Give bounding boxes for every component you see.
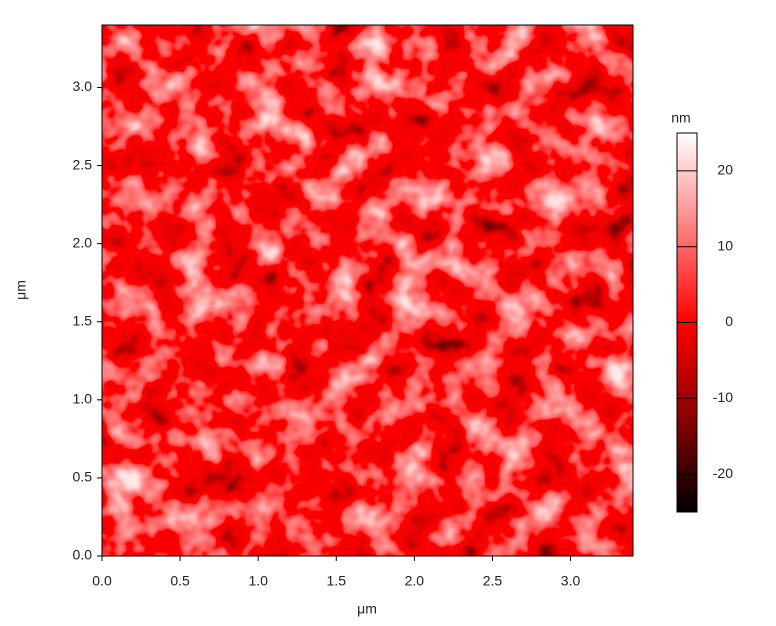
x-tick-label: 0.5 [170, 573, 190, 589]
colorbar-tick-label: 0 [725, 313, 733, 329]
colorbar-tick-label: -10 [713, 389, 733, 405]
x-tick-label: 2.0 [405, 573, 425, 589]
y-tick-label: 0.5 [73, 469, 93, 485]
x-tick-label: 3.0 [561, 573, 581, 589]
plot-frame [101, 24, 634, 557]
afm-surface [102, 25, 633, 556]
x-tick-label: 1.5 [327, 573, 347, 589]
y-axis-label: μm [13, 280, 29, 300]
x-tick-label: 1.0 [248, 573, 268, 589]
colorbar-label: nm [671, 110, 690, 126]
y-tick-label: 1.5 [73, 312, 93, 328]
y-tick-label: 2.0 [73, 234, 93, 250]
colorbar-tick-label: 10 [717, 237, 733, 253]
x-axis-label: μm [357, 601, 377, 617]
y-tick-label: 1.0 [73, 391, 93, 407]
surface-texture [102, 25, 633, 556]
y-tick-label: 2.5 [73, 156, 93, 172]
colorbar-tick-label: -20 [713, 465, 733, 481]
y-tick-label: 0.0 [73, 547, 93, 563]
x-tick-label: 2.5 [483, 573, 503, 589]
x-tick-label: 0.0 [92, 573, 112, 589]
y-tick-label: 3.0 [73, 78, 93, 94]
colorbar-tick-label: 20 [717, 162, 733, 178]
